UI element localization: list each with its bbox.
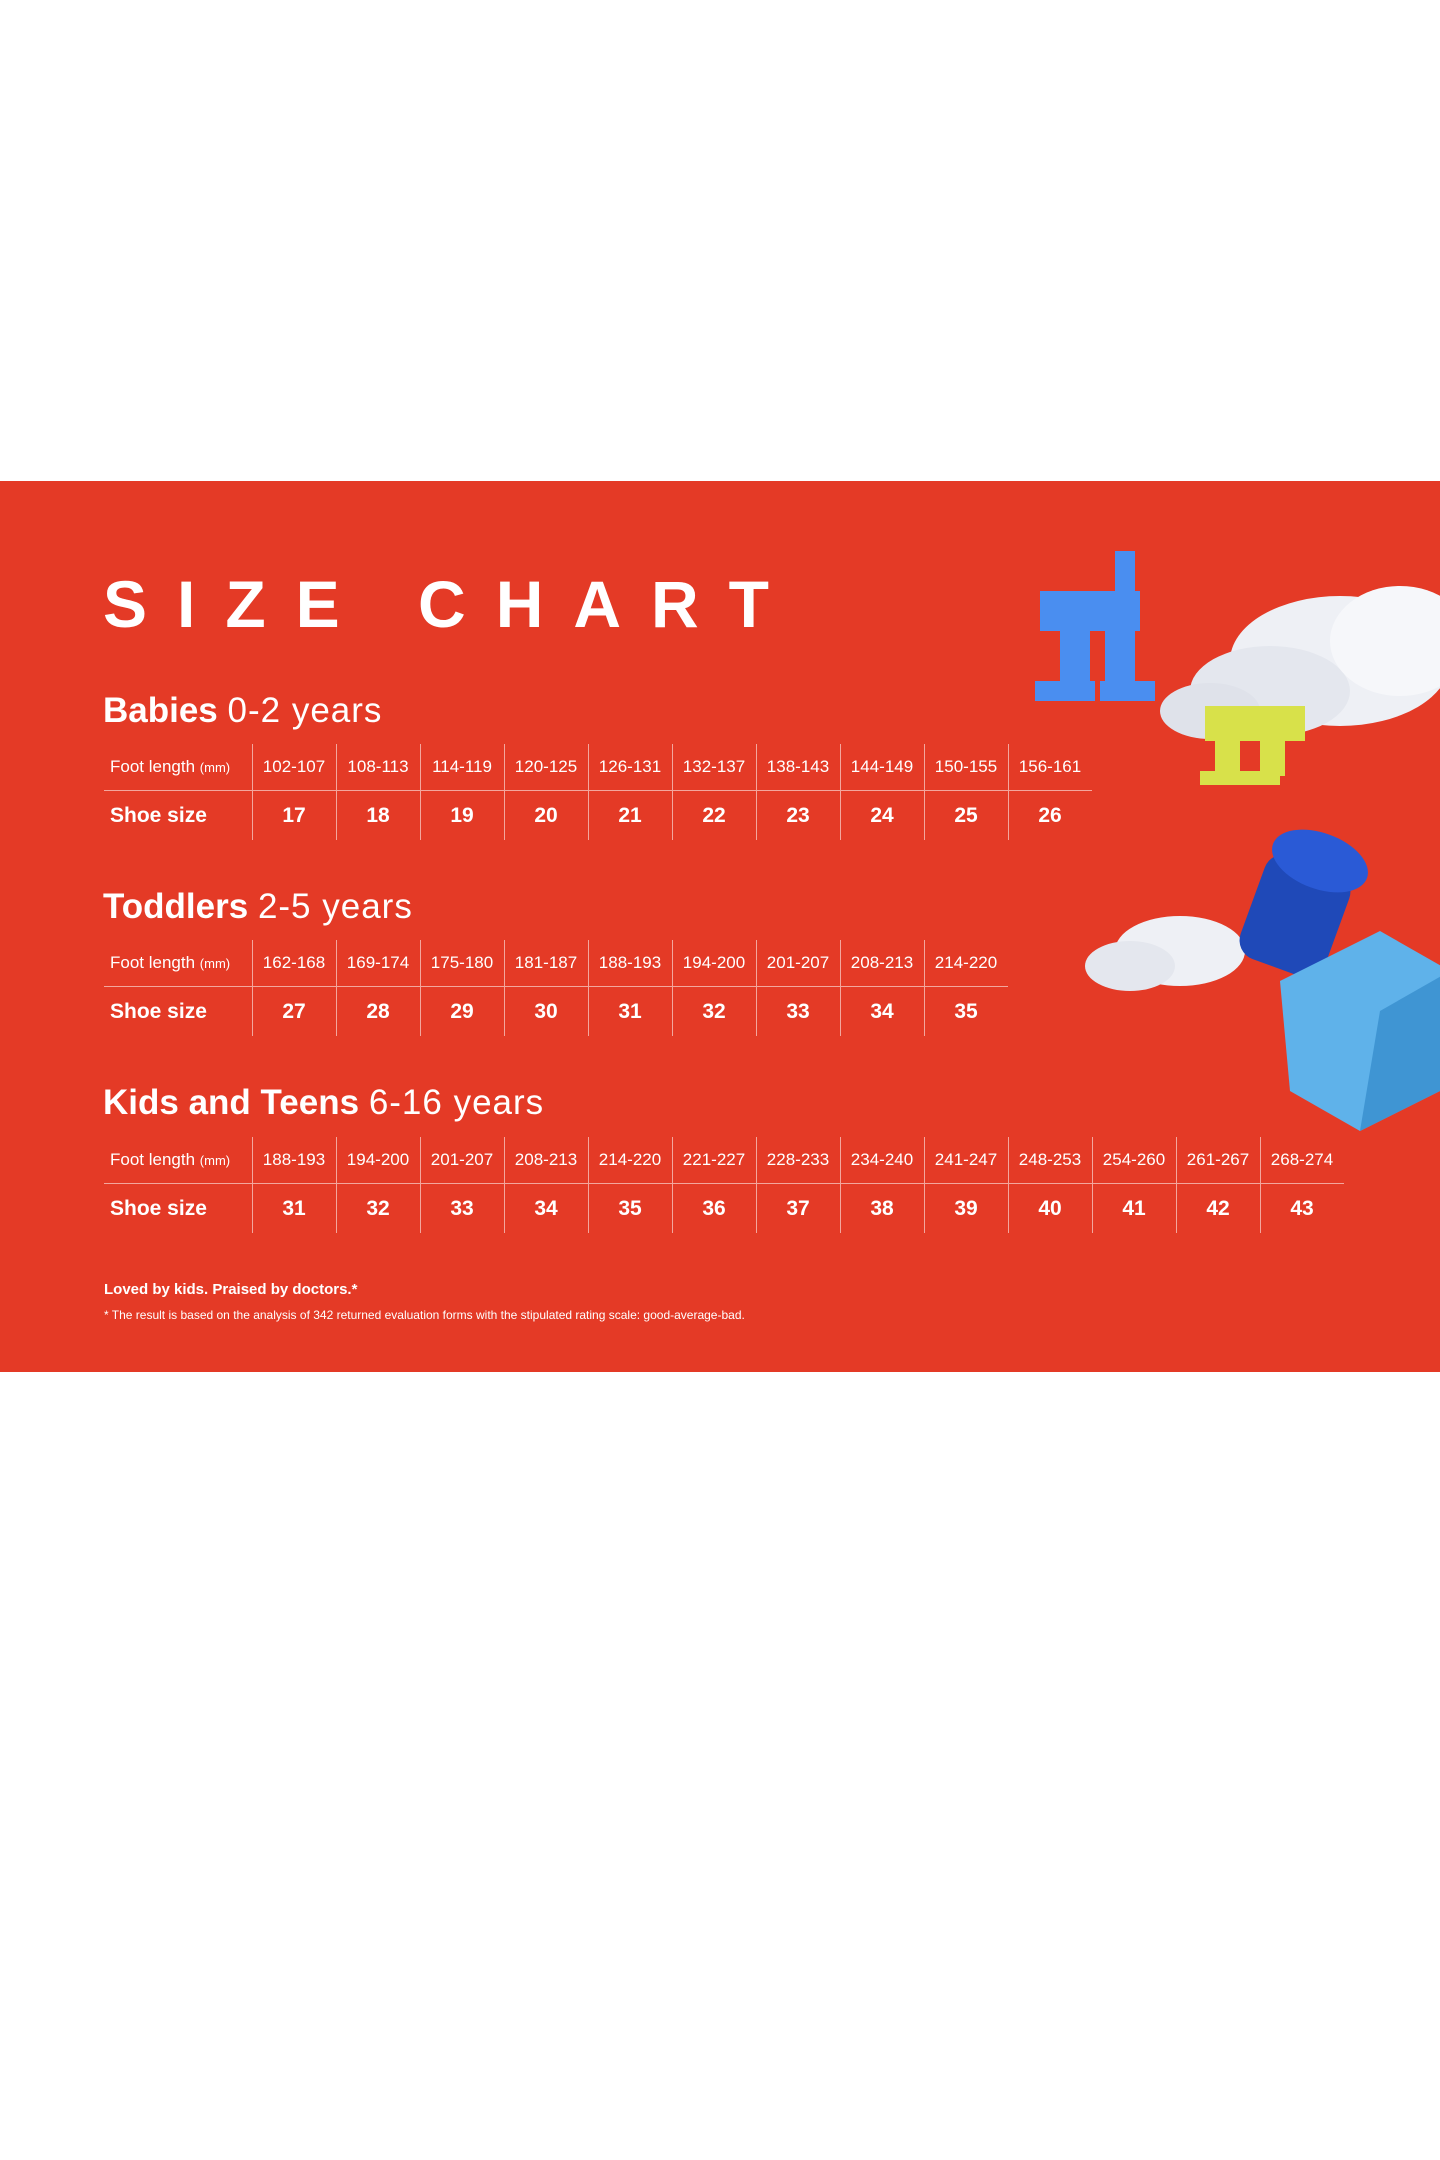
toddlers-size-table: Foot length (mm) 162-168 169-174 175-180 18… <box>104 940 1008 1036</box>
babies-size-table: Foot length (mm) 102-107 108-113 114-119 12… <box>104 744 1092 840</box>
light-blue-cube-icon <box>1280 931 1440 1131</box>
footnote: * The result is based on the analysis of… <box>104 1308 745 1322</box>
shoe-size-row: Shoe size 31 32 33 34 35 36 37 38 39 40 41 42 43 <box>104 1183 1344 1233</box>
foot-length-row: Foot length (mm) 162-168 169-174 175-180 18… <box>104 940 1008 987</box>
yellow-block-icon <box>1200 706 1305 785</box>
blue-cylinder-icon <box>1239 829 1368 978</box>
section-heading-babies: Babies 0-2 years <box>103 691 383 730</box>
cloud-icon <box>1085 916 1245 991</box>
toy-decoration-illustration <box>1035 551 1440 1131</box>
page-title: SIZE CHART <box>103 567 799 641</box>
section-heading-kids-teens: Kids and Teens 6-16 years <box>103 1083 545 1122</box>
tagline: Loved by kids. Praised by doctors.* <box>104 1281 358 1298</box>
size-chart-panel: SIZE CHART Babies 0-2 yea <box>0 481 1440 1372</box>
shoe-size-row: Shoe size 17 18 19 20 21 22 23 24 25 26 <box>104 790 1092 840</box>
shoe-size-row: Shoe size 27 28 29 30 31 32 33 34 35 <box>104 986 1008 1036</box>
blue-block-icon <box>1035 551 1155 701</box>
section-heading-toddlers: Toddlers 2-5 years <box>103 887 413 926</box>
kids-teens-size-table: Foot length (mm) 188-193 194-200 201-207 20… <box>104 1137 1344 1233</box>
foot-length-row: Foot length (mm) 102-107 108-113 114-119 12… <box>104 744 1092 791</box>
foot-length-row: Foot length (mm) 188-193 194-200 201-207 20… <box>104 1137 1344 1184</box>
